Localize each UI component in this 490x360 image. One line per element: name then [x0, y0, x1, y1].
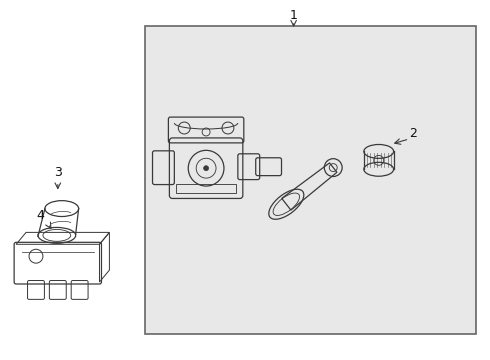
Text: 3: 3: [54, 166, 62, 179]
Text: 4: 4: [36, 209, 44, 222]
Bar: [146, 26, 476, 334]
Text: 1: 1: [290, 9, 297, 22]
Circle shape: [204, 166, 209, 171]
Bar: [176, 184, 236, 193]
Text: 2: 2: [409, 127, 416, 140]
